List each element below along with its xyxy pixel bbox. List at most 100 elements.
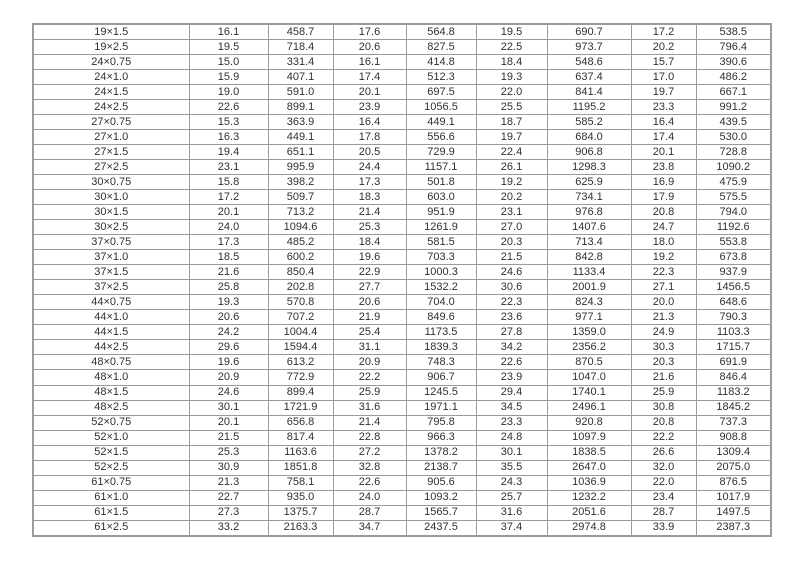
- value-cell: 25.7: [475, 489, 548, 506]
- table-row: 27×1.5 19.4 651.1 20.5 729.9 22.4 906.8 20.1 728…: [32, 144, 772, 161]
- value-cell: 30.9: [188, 459, 269, 476]
- value-cell: 795.8: [405, 414, 477, 431]
- value-cell: 2974.8: [546, 519, 632, 537]
- table-row: 19×1.5 16.1 458.7 17.6 564.8 19.5 690.7 17.2 538…: [32, 23, 772, 41]
- size-cell: 24×2.5: [32, 99, 190, 116]
- value-cell: 703.3: [405, 249, 477, 266]
- value-cell: 19.6: [332, 249, 407, 266]
- table-row: 37×1.0 18.5 600.2 19.6 703.3 21.5 842.8 19.2 673…: [32, 249, 772, 266]
- value-cell: 1097.9: [546, 429, 632, 446]
- value-cell: 22.6: [188, 99, 269, 116]
- value-cell: 24.6: [475, 264, 548, 281]
- size-cell: 52×2.5: [32, 459, 190, 476]
- table-row: 19×2.5 19.5 718.4 20.6 827.5 22.5 973.7 20.2 796…: [32, 39, 772, 56]
- size-cell: 30×0.75: [32, 174, 190, 191]
- value-cell: 16.3: [188, 129, 269, 146]
- value-cell: 21.3: [630, 309, 697, 326]
- value-cell: 27.7: [332, 279, 407, 296]
- value-cell: 824.3: [546, 294, 632, 311]
- value-cell: 19.5: [475, 23, 548, 41]
- size-cell: 61×0.75: [32, 474, 190, 491]
- value-cell: 1163.6: [267, 444, 334, 461]
- value-cell: 1195.2: [546, 99, 632, 116]
- value-cell: 439.5: [695, 114, 772, 131]
- value-cell: 876.5: [695, 474, 772, 491]
- value-cell: 28.7: [332, 504, 407, 521]
- table-row: 27×1.0 16.3 449.1 17.8 556.6 19.7 684.0 17.4 530…: [32, 129, 772, 146]
- value-cell: 20.1: [332, 84, 407, 101]
- value-cell: 748.3: [405, 354, 477, 371]
- value-cell: 15.0: [188, 54, 269, 71]
- value-cell: 28.7: [630, 504, 697, 521]
- value-cell: 817.4: [267, 429, 334, 446]
- table-body: 19×1.5 16.1 458.7 17.6 564.8 19.5 690.7 17.2 538…: [32, 23, 772, 537]
- value-cell: 691.9: [695, 354, 772, 371]
- value-cell: 202.8: [267, 279, 334, 296]
- value-cell: 23.3: [475, 414, 548, 431]
- value-cell: 19.3: [475, 69, 548, 86]
- value-cell: 20.5: [332, 144, 407, 161]
- value-cell: 20.0: [630, 294, 697, 311]
- size-cell: 19×1.5: [32, 23, 190, 41]
- size-cell: 30×1.5: [32, 204, 190, 221]
- value-cell: 25.9: [332, 384, 407, 401]
- table-row: 27×0.75 15.3 363.9 16.4 449.1 18.7 585.2 16.4 43…: [32, 114, 772, 131]
- value-cell: 1456.5: [695, 279, 772, 296]
- value-cell: 17.0: [630, 69, 697, 86]
- value-cell: 19.7: [630, 84, 697, 101]
- value-cell: 19.2: [475, 174, 548, 191]
- value-cell: 21.4: [332, 414, 407, 431]
- value-cell: 390.6: [695, 54, 772, 71]
- value-cell: 1017.9: [695, 489, 772, 506]
- value-cell: 27.2: [332, 444, 407, 461]
- size-cell: 30×1.0: [32, 189, 190, 206]
- value-cell: 24.0: [188, 219, 269, 236]
- value-cell: 684.0: [546, 129, 632, 146]
- value-cell: 1103.3: [695, 324, 772, 341]
- value-cell: 772.9: [267, 369, 334, 386]
- value-cell: 29.4: [475, 384, 548, 401]
- value-cell: 19.5: [188, 39, 269, 56]
- value-cell: 449.1: [267, 129, 334, 146]
- value-cell: 1851.8: [267, 459, 334, 476]
- value-cell: 22.5: [475, 39, 548, 56]
- value-cell: 906.7: [405, 369, 477, 386]
- value-cell: 16.4: [630, 114, 697, 131]
- value-cell: 20.6: [188, 309, 269, 326]
- value-cell: 538.5: [695, 23, 772, 41]
- size-cell: 27×2.5: [32, 159, 190, 176]
- table-row: 27×2.5 23.1 995.9 24.4 1157.1 26.1 1298.3 23.8 1…: [32, 159, 772, 176]
- value-cell: 17.6: [332, 23, 407, 41]
- value-cell: 25.8: [188, 279, 269, 296]
- table-row: 44×1.5 24.2 1004.4 25.4 1173.5 27.8 1359.0 24.9…: [32, 324, 772, 341]
- value-cell: 20.6: [332, 39, 407, 56]
- value-cell: 1740.1: [546, 384, 632, 401]
- value-cell: 690.7: [546, 23, 632, 41]
- value-cell: 17.2: [188, 189, 269, 206]
- value-cell: 21.5: [475, 249, 548, 266]
- value-cell: 27.3: [188, 504, 269, 521]
- value-cell: 27.0: [475, 219, 548, 236]
- value-cell: 25.4: [332, 324, 407, 341]
- value-cell: 905.6: [405, 474, 477, 491]
- value-cell: 23.4: [630, 489, 697, 506]
- value-cell: 23.1: [188, 159, 269, 176]
- value-cell: 713.2: [267, 204, 334, 221]
- value-cell: 23.8: [630, 159, 697, 176]
- value-cell: 21.5: [188, 429, 269, 446]
- value-cell: 16.1: [188, 23, 269, 41]
- value-cell: 22.3: [475, 294, 548, 311]
- value-cell: 21.4: [332, 204, 407, 221]
- value-cell: 22.2: [332, 369, 407, 386]
- value-cell: 458.7: [267, 23, 334, 41]
- value-cell: 20.6: [332, 294, 407, 311]
- value-cell: 20.3: [475, 234, 548, 251]
- value-cell: 1157.1: [405, 159, 477, 176]
- value-cell: 667.1: [695, 84, 772, 101]
- value-cell: 21.3: [188, 474, 269, 491]
- value-cell: 870.5: [546, 354, 632, 371]
- value-cell: 29.6: [188, 339, 269, 356]
- value-cell: 25.5: [475, 99, 548, 116]
- value-cell: 24.7: [630, 219, 697, 236]
- value-cell: 34.2: [475, 339, 548, 356]
